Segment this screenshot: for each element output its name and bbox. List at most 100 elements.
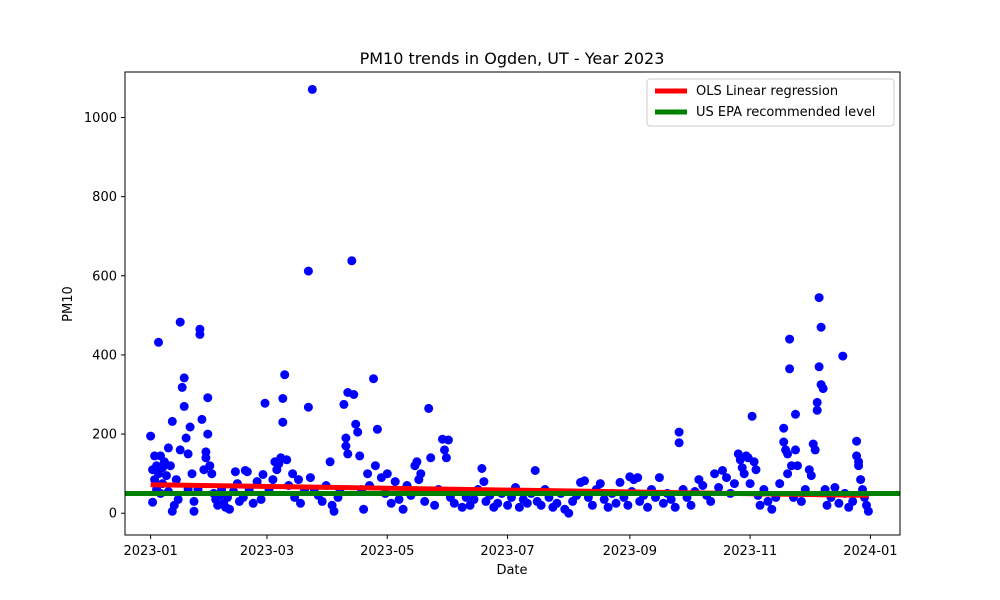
x-tick-label: 2023-05 — [360, 544, 414, 559]
scatter-point — [282, 455, 292, 465]
scatter-point — [294, 475, 303, 485]
scatter-point — [189, 496, 199, 506]
scatter-point — [775, 479, 785, 489]
scatter-point — [747, 411, 757, 421]
scatter-point — [280, 370, 290, 380]
scatter-point — [457, 502, 467, 512]
scatter-point — [816, 322, 826, 332]
x-axis-ticks: 2023-01 2023-03 2023-05 2023-07 2023-09 2023-… — [123, 535, 898, 559]
scatter-point — [633, 473, 643, 483]
scatter-point — [522, 498, 532, 508]
scatter-point — [163, 443, 173, 453]
scatter-point — [305, 473, 315, 483]
scatter-point — [810, 445, 820, 455]
scatter-point — [248, 498, 258, 508]
scatter-point — [329, 506, 339, 516]
scatter-point — [530, 466, 540, 475]
scatter-point — [341, 433, 351, 443]
scatter-point — [351, 419, 361, 429]
legend-epa-label: US EPA recommended level — [696, 105, 875, 120]
scatter-point — [536, 500, 546, 510]
scatter-point — [710, 469, 720, 479]
y-tick-label: 0 — [109, 507, 117, 522]
scatter-point — [230, 467, 240, 477]
scatter-point — [670, 502, 680, 512]
scatter-point — [791, 445, 800, 455]
scatter-point — [722, 473, 731, 483]
scatter-point — [185, 422, 195, 432]
scatter-point — [148, 497, 158, 507]
scatter-point — [420, 496, 430, 506]
scatter-point — [666, 494, 676, 504]
scatter-point — [615, 477, 625, 487]
x-tick-label: 2023-07 — [480, 544, 534, 559]
x-tick-label: 2024-01 — [843, 544, 897, 559]
scatter-point — [317, 496, 327, 506]
scatter-point — [714, 483, 724, 492]
scatter-point — [430, 500, 440, 510]
scatter-point — [791, 409, 800, 419]
scatter-point — [203, 429, 213, 439]
scatter-point — [674, 438, 684, 448]
scatter-point — [382, 469, 392, 479]
scatter-point — [353, 427, 363, 437]
scatter-point — [779, 423, 789, 433]
scatter-point — [603, 502, 613, 512]
y-axis-ticks: 0 200 400 600 800 1000 — [84, 111, 125, 522]
scatter-point — [179, 373, 189, 383]
scatter-point — [303, 402, 313, 412]
scatter-point — [258, 470, 268, 479]
scatter-point — [187, 469, 197, 479]
scatter-point — [654, 473, 664, 483]
scatter-point — [203, 393, 213, 403]
scatter-point — [440, 445, 449, 455]
scatter-point — [503, 500, 513, 510]
scatter-point — [349, 390, 359, 399]
scatter-point — [739, 469, 749, 479]
plot-area — [125, 84, 900, 518]
scatter-point — [355, 451, 365, 461]
scatter-point — [783, 469, 793, 479]
y-tick-label: 1000 — [84, 111, 117, 126]
scatter-point — [256, 494, 266, 504]
scatter-point — [161, 471, 171, 481]
x-tick-label: 2023-09 — [603, 544, 657, 559]
scatter-point — [441, 453, 451, 463]
scatter-point — [674, 427, 684, 437]
scatter-point — [763, 496, 773, 506]
scatter-point — [493, 498, 503, 508]
scatter-point — [201, 453, 211, 463]
scatter-point — [343, 449, 353, 459]
scatter-point — [643, 502, 653, 512]
scatter-point — [623, 500, 633, 510]
scatter-point — [260, 398, 270, 408]
scatter-point — [814, 362, 824, 372]
scatter-point — [822, 500, 832, 510]
scatter-point — [278, 417, 288, 427]
scatter-point — [749, 457, 759, 467]
scatter-point — [852, 436, 862, 446]
scatter-point — [416, 469, 426, 479]
scatter-point — [479, 477, 489, 487]
scatter-point — [854, 461, 864, 471]
scatter-point — [296, 498, 305, 508]
scatter-point — [779, 437, 789, 447]
scatter-point — [751, 465, 761, 475]
scatter-point — [587, 500, 597, 510]
scatter-point — [339, 399, 349, 409]
plot-frame — [124, 71, 901, 536]
y-axis-title: PM10 — [61, 286, 76, 322]
y-tick-label: 400 — [92, 348, 117, 363]
scatter-point — [599, 494, 609, 504]
scatter-point — [514, 502, 524, 512]
x-tick-label: 2023-03 — [240, 544, 294, 559]
scatter-point — [154, 337, 163, 347]
scatter-point — [686, 500, 696, 510]
scatter-point — [303, 266, 313, 276]
scatter-point — [477, 464, 487, 473]
scatter-point — [552, 498, 562, 508]
scatter-point — [242, 467, 252, 477]
scatter-point — [785, 364, 795, 374]
scatter-point — [426, 453, 436, 463]
scatter-point — [838, 351, 848, 361]
